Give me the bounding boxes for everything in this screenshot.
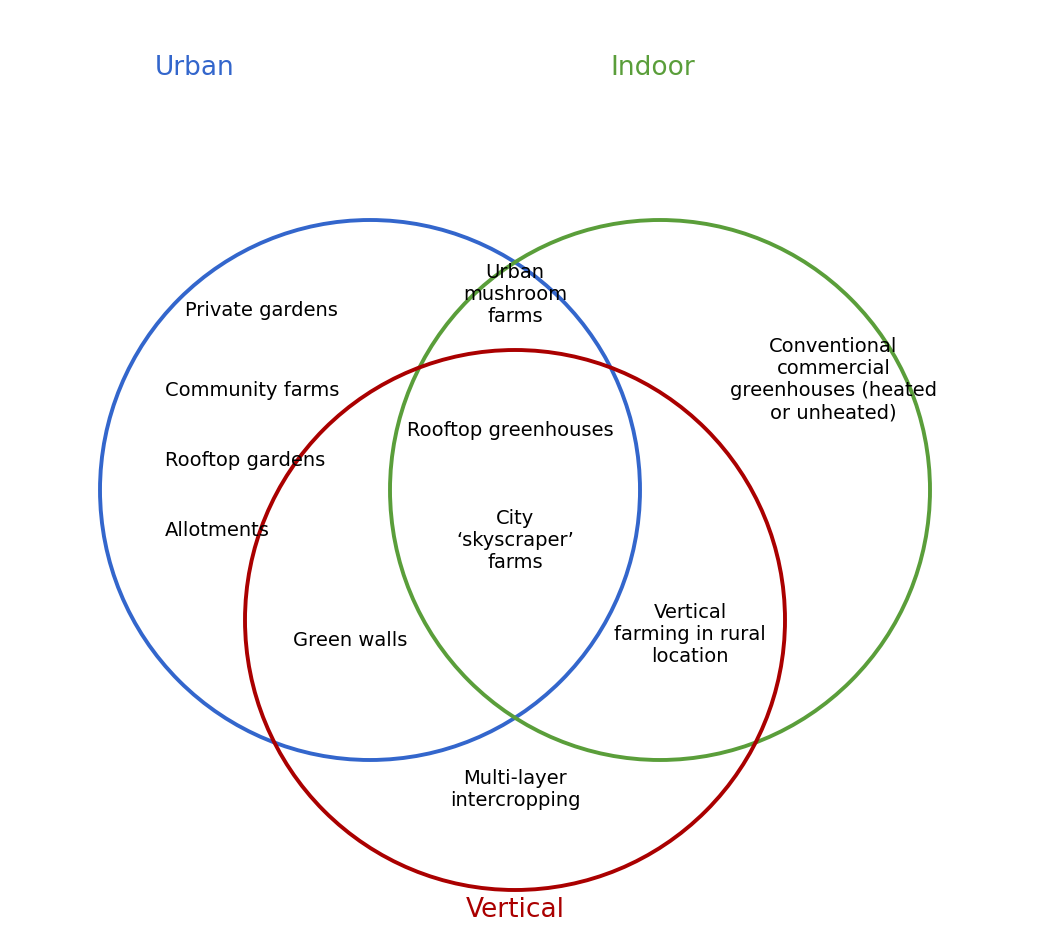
- Text: Indoor: Indoor: [610, 55, 695, 81]
- Text: City
‘skyscraper’
farms: City ‘skyscraper’ farms: [456, 509, 574, 572]
- Text: Allotments: Allotments: [165, 521, 270, 540]
- Text: Rooftop greenhouses: Rooftop greenhouses: [407, 420, 613, 440]
- Text: Vertical: Vertical: [466, 897, 565, 923]
- Text: Multi-layer
intercropping: Multi-layer intercropping: [450, 770, 581, 810]
- Text: Rooftop gardens: Rooftop gardens: [165, 450, 326, 469]
- Text: Urban: Urban: [155, 55, 235, 81]
- Text: Green walls: Green walls: [293, 630, 407, 649]
- Text: Conventional
commercial
greenhouses (heated
or unheated): Conventional commercial greenhouses (hea…: [730, 337, 937, 423]
- Text: Vertical
farming in rural
location: Vertical farming in rural location: [614, 604, 766, 667]
- Text: Private gardens: Private gardens: [186, 300, 338, 319]
- Text: Community farms: Community farms: [165, 381, 339, 399]
- Text: Urban
mushroom
farms: Urban mushroom farms: [463, 264, 567, 327]
